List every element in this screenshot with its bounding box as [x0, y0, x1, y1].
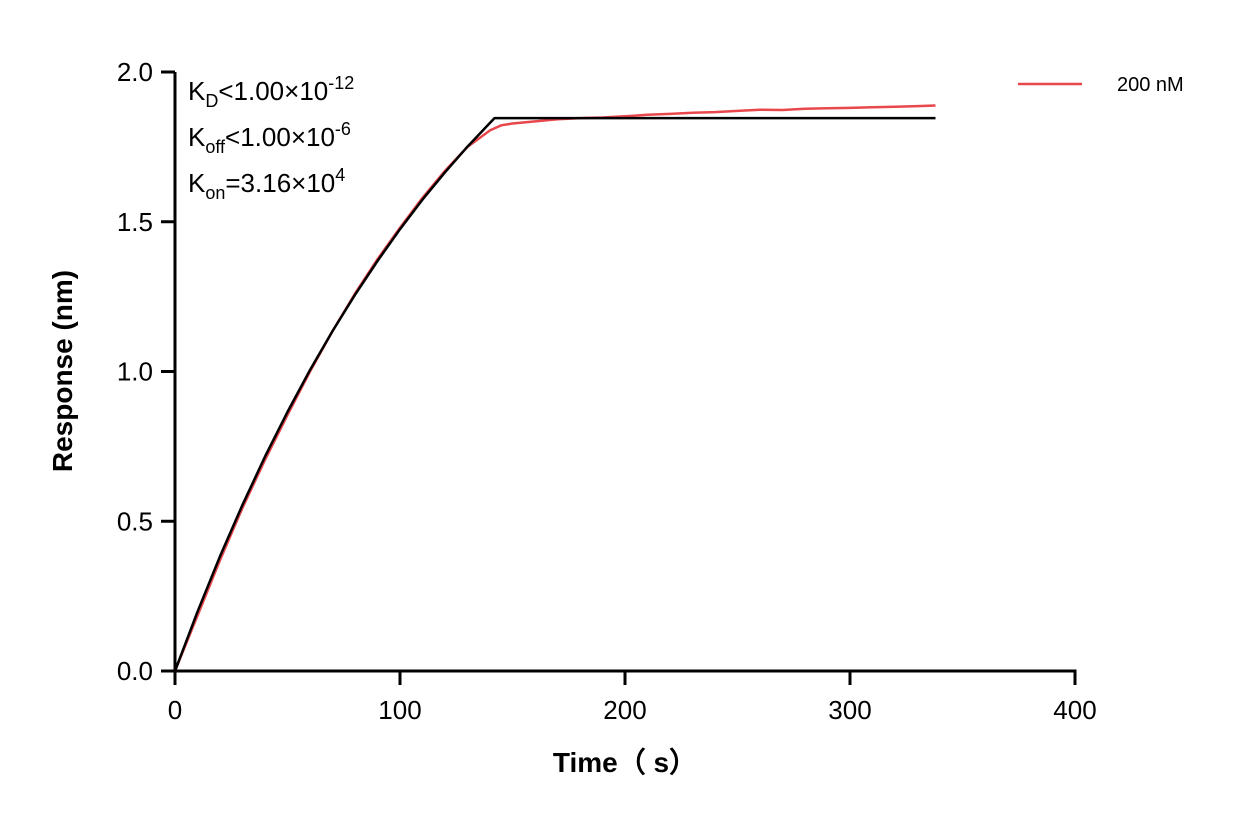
- x-tick-label: 400: [1053, 695, 1096, 725]
- y-tick-label: 2.0: [117, 57, 153, 87]
- legend-label: 200 nM: [1117, 74, 1184, 96]
- x-tick-label: 200: [603, 695, 646, 725]
- x-axis-label: Time（ s）: [553, 746, 697, 778]
- annotation-line: Koff<1.00×10-6: [188, 119, 351, 157]
- x-tick-label: 0: [168, 695, 182, 725]
- y-axis-label: Response (nm): [47, 270, 78, 472]
- annotation-line: KD<1.00×10-12: [188, 73, 354, 111]
- y-tick-label: 1.0: [117, 357, 153, 387]
- fit-curve: [173, 116, 936, 672]
- annotation-line: Kon=3.16×104: [188, 165, 345, 203]
- axes: 0 100 200 300 400 0.0 0.5 1.0 1.5 2.0: [117, 57, 1097, 725]
- y-tick-label: 0.5: [117, 506, 153, 536]
- legend: 200 nM: [1018, 74, 1184, 96]
- x-tick-label: 100: [378, 695, 421, 725]
- y-tick-label: 1.5: [117, 207, 153, 237]
- series-group: [173, 104, 936, 672]
- kinetics-annotation: KD<1.00×10-12 Koff<1.00×10-6 Kon=3.16×104: [188, 73, 354, 203]
- x-tick-label: 300: [828, 695, 871, 725]
- y-tick-label: 0.0: [117, 656, 153, 686]
